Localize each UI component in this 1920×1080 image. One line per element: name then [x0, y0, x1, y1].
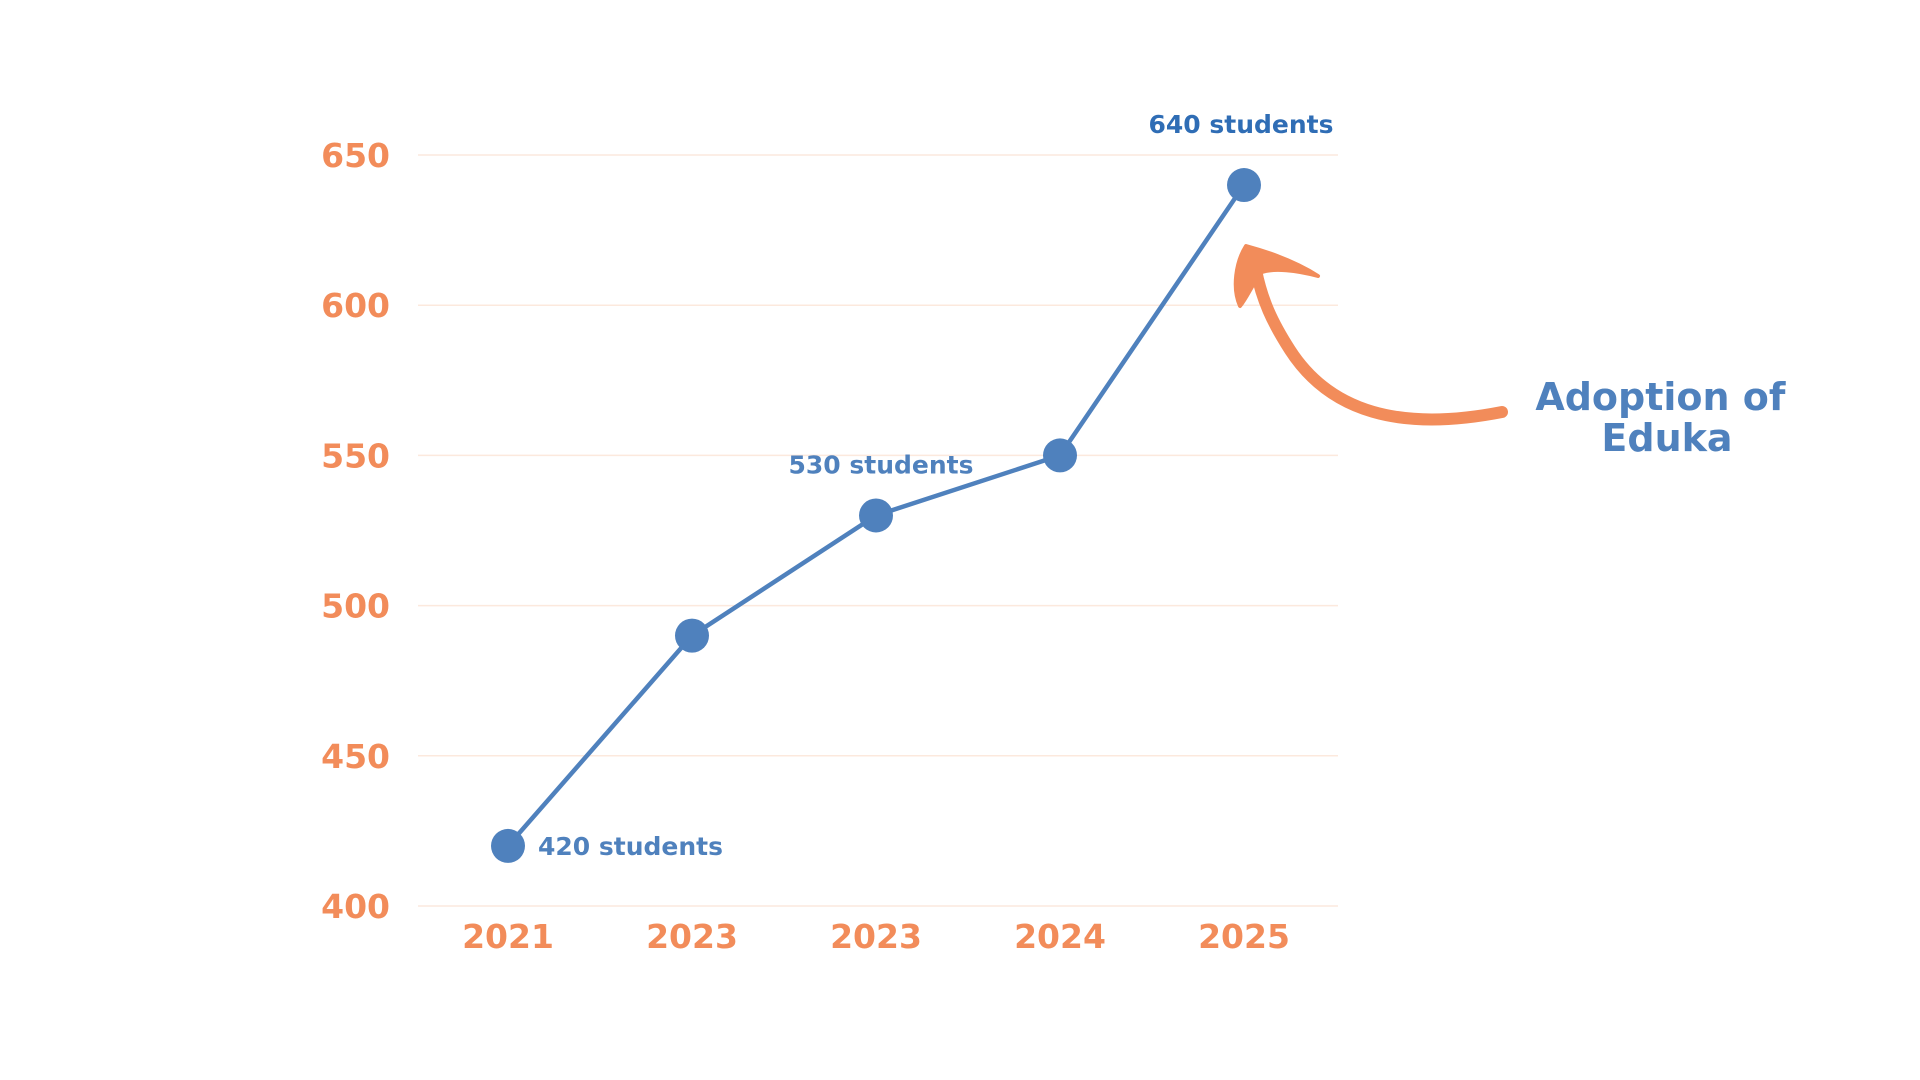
y-tick-label: 500 [321, 587, 390, 626]
annotation-line-2: Eduka [1601, 416, 1732, 460]
data-point [675, 618, 709, 653]
annotation: Adoption of Eduka [1233, 244, 1798, 460]
x-tick-label: 2021 [462, 917, 554, 956]
data-point [1227, 168, 1261, 203]
y-tick-label: 400 [321, 887, 390, 926]
y-tick-label: 550 [321, 436, 390, 475]
annotation-text: Adoption of Eduka [1535, 375, 1798, 460]
data-labels: 420 students 530 students 640 students [538, 110, 1334, 861]
data-label: 420 students [538, 832, 723, 861]
data-points [491, 168, 1261, 863]
data-point [491, 828, 525, 863]
y-tick-label: 600 [321, 286, 390, 325]
annotation-arrow-head-icon [1233, 244, 1320, 308]
annotation-arrow-shaft-icon [1250, 264, 1508, 426]
x-tick-label: 2025 [1198, 917, 1290, 956]
x-tick-label: 2023 [830, 917, 922, 956]
annotation-line-1: Adoption of [1535, 375, 1786, 419]
data-label: 640 students [1149, 110, 1334, 139]
data-point [1043, 438, 1077, 473]
data-label: 530 students [789, 450, 974, 479]
y-tick-label: 650 [321, 136, 390, 175]
x-axis-tick-labels: 2021 2023 2023 2024 2025 [462, 917, 1290, 956]
x-tick-label: 2023 [646, 917, 738, 956]
y-axis-tick-labels: 400 450 500 550 600 650 [321, 136, 390, 926]
y-tick-label: 450 [321, 737, 390, 776]
x-tick-label: 2024 [1014, 917, 1106, 956]
gridlines [418, 154, 1338, 907]
data-point [859, 498, 893, 533]
